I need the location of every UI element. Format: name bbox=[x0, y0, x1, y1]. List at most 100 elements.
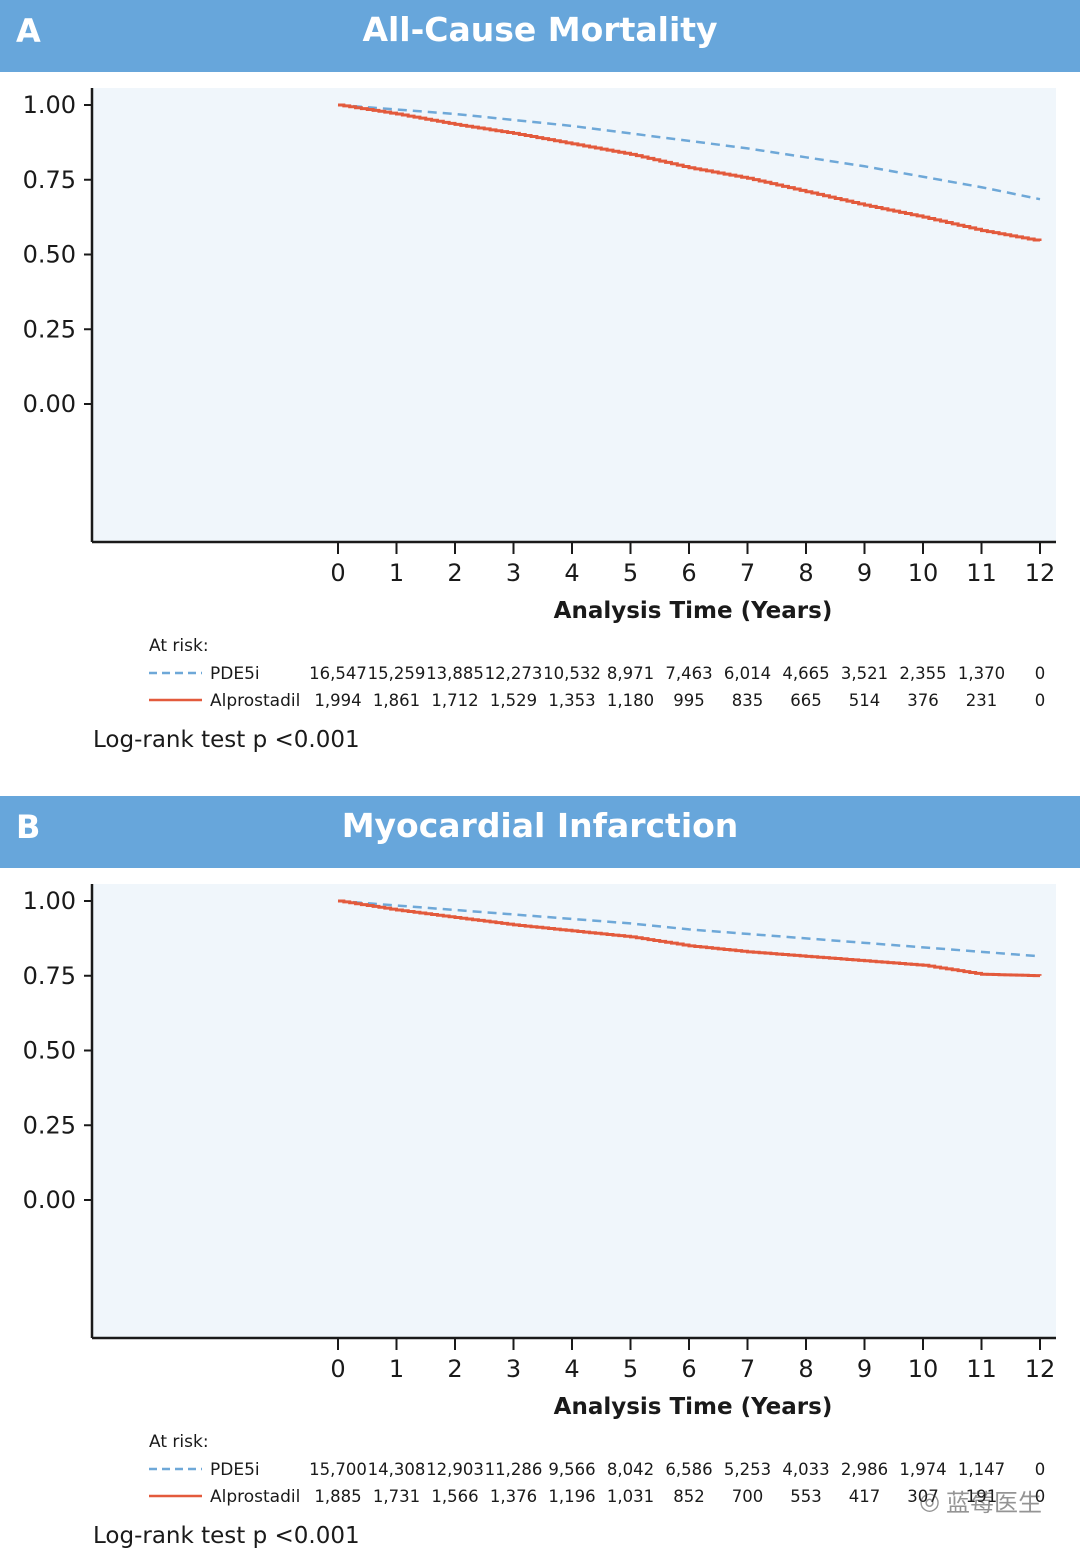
at-risk-value: 1,180 bbox=[607, 691, 654, 710]
at-risk-value: 1,566 bbox=[431, 1487, 478, 1506]
logrank-text: Log-rank test p <0.001 bbox=[93, 727, 360, 753]
at-risk-value: 0 bbox=[1035, 1487, 1046, 1506]
at-risk-value: 1,376 bbox=[490, 1487, 537, 1506]
at-risk-value: 1,885 bbox=[314, 1487, 361, 1506]
at-risk-value: 376 bbox=[907, 691, 939, 710]
at-risk-value: 191 bbox=[966, 1487, 998, 1506]
series-pde5i-line bbox=[337, 103, 1041, 201]
x-tick-label: 10 bbox=[908, 559, 939, 587]
at-risk-value: 1,196 bbox=[548, 1487, 595, 1506]
at-risk-value: 1,147 bbox=[958, 1460, 1005, 1479]
logrank-text: Log-rank test p <0.001 bbox=[93, 1523, 360, 1549]
x-tick-label: 3 bbox=[506, 559, 521, 587]
panel-b-letter: B bbox=[16, 808, 41, 846]
at-risk-value: 6,586 bbox=[665, 1460, 712, 1479]
at-risk-value: 4,665 bbox=[782, 664, 829, 683]
y-tick-label: 0.75 bbox=[23, 166, 76, 194]
at-risk-value: 7,463 bbox=[665, 664, 712, 683]
wechat-icon: ◎ bbox=[919, 1486, 940, 1515]
y-tick-label: 0.25 bbox=[23, 315, 76, 343]
x-tick-label: 9 bbox=[857, 559, 872, 587]
x-tick-label: 2 bbox=[447, 559, 462, 587]
legend-label-pde5i: PDE5i bbox=[210, 1460, 260, 1480]
legend-label-alprostadil: Alprostadil bbox=[210, 1487, 300, 1507]
x-tick-label: 8 bbox=[798, 1355, 813, 1383]
plot-area bbox=[92, 88, 1056, 542]
watermark: ◎ 蓝莓医生 bbox=[919, 1483, 1042, 1518]
at-risk-value: 0 bbox=[1035, 1460, 1046, 1479]
x-tick-label: 8 bbox=[798, 559, 813, 587]
at-risk-value: 1,974 bbox=[899, 1460, 946, 1479]
at-risk-value: 6,014 bbox=[724, 664, 771, 683]
at-risk-value: 307 bbox=[907, 1487, 939, 1506]
x-tick-label: 0 bbox=[330, 1355, 345, 1383]
x-tick-label: 12 bbox=[1025, 1355, 1056, 1383]
x-tick-label: 5 bbox=[623, 1355, 638, 1383]
mi-chart: 0.000.250.500.751.000 1 2 3 4 5 6 7 8 9 10 11 12Anal… bbox=[23, 884, 1056, 1549]
x-tick-label: 4 bbox=[564, 1355, 579, 1383]
at-risk-value: 1,031 bbox=[607, 1487, 654, 1506]
panel-a-title: All-Cause Mortality bbox=[362, 10, 718, 49]
at-risk-value: 995 bbox=[673, 691, 705, 710]
at-risk-value: 4,033 bbox=[782, 1460, 829, 1479]
x-axis-title: Analysis Time (Years) bbox=[554, 598, 833, 624]
at-risk-title: At risk: bbox=[149, 1432, 209, 1452]
at-risk-value: 231 bbox=[966, 691, 998, 710]
at-risk-value: 1,529 bbox=[490, 691, 537, 710]
at-risk-value: 1,731 bbox=[373, 1487, 420, 1506]
y-tick-label: 0.25 bbox=[23, 1111, 76, 1139]
x-tick-label: 1 bbox=[389, 559, 404, 587]
x-tick-label: 11 bbox=[966, 559, 997, 587]
y-tick-label: 0.75 bbox=[23, 962, 76, 990]
at-risk-value: 665 bbox=[790, 691, 822, 710]
at-risk-value: 16,547 bbox=[309, 664, 367, 683]
at-risk-value: 417 bbox=[849, 1487, 881, 1506]
y-tick-label: 0.00 bbox=[23, 1186, 76, 1214]
at-risk-value: 852 bbox=[673, 1487, 705, 1506]
panel-a-letter: A bbox=[16, 12, 41, 50]
at-risk-value: 514 bbox=[849, 691, 881, 710]
legend-label-pde5i: PDE5i bbox=[210, 664, 260, 684]
plot-area bbox=[92, 884, 1056, 1338]
x-tick-label: 0 bbox=[330, 559, 345, 587]
y-tick-label: 0.00 bbox=[23, 390, 76, 418]
at-risk-value: 553 bbox=[790, 1487, 822, 1506]
x-tick-label: 6 bbox=[681, 1355, 696, 1383]
at-risk-value: 1,712 bbox=[431, 691, 478, 710]
panel-b: B Myocardial Infarction 0.00 0.25 0.50 0.75… bbox=[0, 796, 1080, 1550]
mortality-chart: 0.000.250.500.751.000 1 2 3 4 5 6 7 8 9 10 11 12Anal… bbox=[23, 88, 1056, 753]
x-tick-label: 12 bbox=[1025, 559, 1056, 587]
panel-a-header: A All-Cause Mortality bbox=[0, 0, 1080, 72]
at-risk-value: 13,885 bbox=[426, 664, 484, 683]
at-risk-value: 2,986 bbox=[841, 1460, 888, 1479]
x-tick-label: 10 bbox=[908, 1355, 939, 1383]
at-risk-value: 8,971 bbox=[607, 664, 654, 683]
at-risk-value: 1,861 bbox=[373, 691, 420, 710]
x-tick-label: 6 bbox=[681, 559, 696, 587]
series-alprostadil-line bbox=[338, 899, 1042, 978]
y-tick-label: 0.50 bbox=[23, 1037, 76, 1065]
x-tick-label: 2 bbox=[447, 1355, 462, 1383]
y-tick-label: 1.00 bbox=[23, 91, 76, 119]
at-risk-value: 1,370 bbox=[958, 664, 1005, 683]
x-tick-label: 11 bbox=[966, 1355, 997, 1383]
at-risk-title: At risk: bbox=[149, 636, 209, 656]
at-risk-value: 9,566 bbox=[548, 1460, 595, 1479]
x-tick-label: 1 bbox=[389, 1355, 404, 1383]
at-risk-value: 5,253 bbox=[724, 1460, 771, 1479]
x-tick-label: 7 bbox=[740, 1355, 755, 1383]
series-alprostadil-line bbox=[338, 103, 1042, 242]
x-tick-label: 7 bbox=[740, 559, 755, 587]
x-tick-label: 4 bbox=[564, 559, 579, 587]
at-risk-value: 2,355 bbox=[899, 664, 946, 683]
panel-b-header: B Myocardial Infarction bbox=[0, 796, 1080, 868]
at-risk-value: 14,308 bbox=[368, 1460, 426, 1479]
panel-a: A All-Cause Mortality 0.00 0.25 0.50 0.75 1.… bbox=[0, 0, 1080, 770]
at-risk-value: 10,532 bbox=[543, 664, 601, 683]
at-risk-value: 1,353 bbox=[548, 691, 595, 710]
at-risk-value: 835 bbox=[732, 691, 764, 710]
at-risk-value: 12,273 bbox=[485, 664, 543, 683]
series-pde5i-line bbox=[337, 899, 1041, 958]
legend-label-alprostadil: Alprostadil bbox=[210, 691, 300, 711]
at-risk-value: 700 bbox=[732, 1487, 764, 1506]
